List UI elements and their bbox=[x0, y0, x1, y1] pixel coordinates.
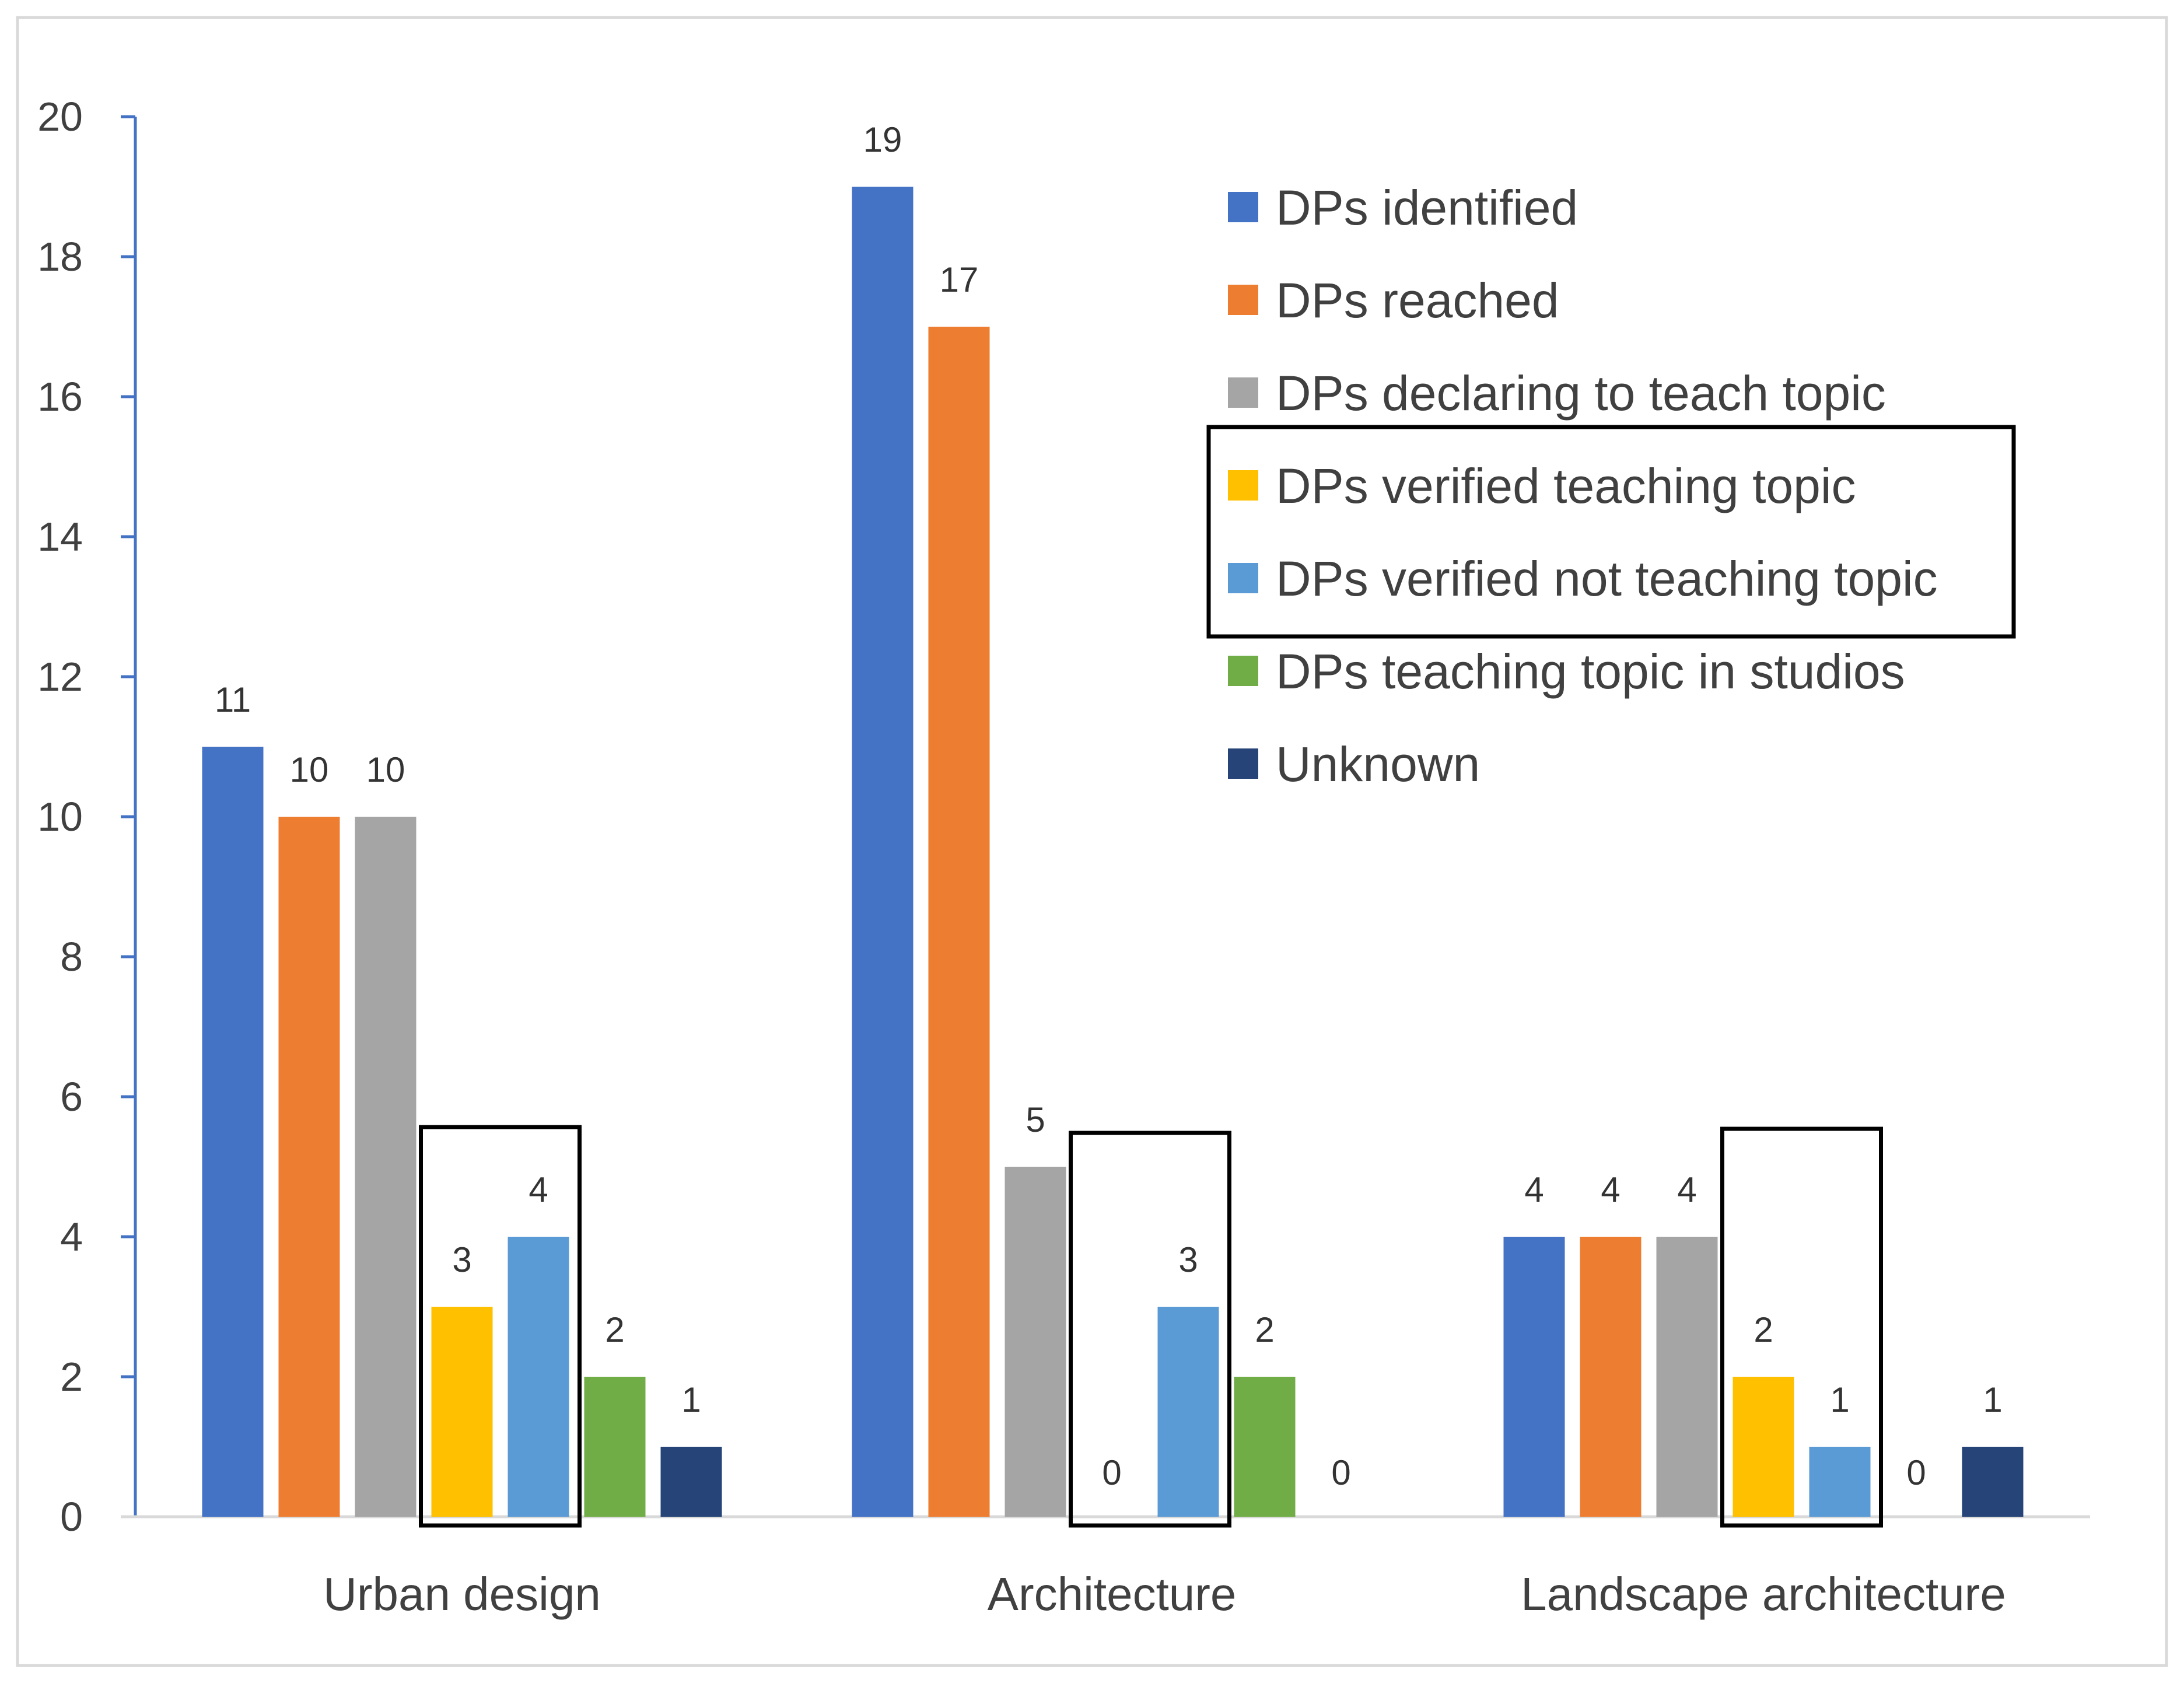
highlight-boxes bbox=[419, 1125, 1883, 1528]
y-tick-label: 8 bbox=[60, 934, 83, 979]
category-label-landscape-architecture: Landscape architecture bbox=[1521, 1568, 2006, 1620]
legend-label: DPs declaring to teach topic bbox=[1276, 366, 1886, 421]
bar-landscape-architecture-dps-identified bbox=[1503, 1237, 1565, 1517]
bar-urban-design-dps-teaching-topic-in-studios bbox=[584, 1377, 646, 1517]
legend: DPs identified DPs reached DPs declaring t… bbox=[1206, 180, 2016, 792]
legend-swatch-unknown bbox=[1228, 748, 1258, 779]
y-tick-label: 2 bbox=[60, 1354, 83, 1399]
bar-architecture-dps-identified bbox=[852, 187, 914, 1517]
y-tick-label: 4 bbox=[60, 1214, 83, 1259]
highlight-box bbox=[1720, 1126, 1883, 1528]
bar-landscape-architecture-dps-verified-teaching-topic bbox=[1732, 1377, 1794, 1517]
data-label: 10 bbox=[290, 750, 329, 789]
category-label-urban-design: Urban design bbox=[323, 1568, 601, 1620]
bar-urban-design-dps-reached bbox=[278, 817, 340, 1517]
bar-architecture-dps-declaring-to-teach-topic bbox=[1005, 1167, 1066, 1517]
data-label: 1 bbox=[1983, 1380, 2002, 1419]
bar-architecture-dps-verified-not-teaching-topic bbox=[1157, 1307, 1219, 1517]
bar-urban-design-dps-declaring-to-teach-topic bbox=[355, 817, 416, 1517]
legend-swatch-dps-teaching-topic-in-studios bbox=[1228, 656, 1258, 686]
bar-landscape-architecture-dps-declaring-to-teach-topic bbox=[1656, 1237, 1718, 1517]
bar-urban-design-unknown bbox=[660, 1447, 722, 1517]
y-tick-label: 6 bbox=[60, 1074, 83, 1119]
bar-urban-design-dps-verified-not-teaching-topic bbox=[508, 1237, 569, 1517]
category-labels: Urban design Architecture Landscape archit… bbox=[323, 1568, 2006, 1620]
bar-urban-design-dps-identified bbox=[202, 747, 264, 1517]
y-tick-label: 0 bbox=[60, 1494, 83, 1539]
legend-swatch-dps-verified-not-teaching-topic bbox=[1228, 563, 1258, 593]
data-label: 5 bbox=[1026, 1100, 1045, 1139]
data-label: 17 bbox=[940, 260, 979, 299]
bar-architecture-dps-reached bbox=[928, 327, 990, 1517]
data-label: 2 bbox=[1255, 1310, 1274, 1349]
y-tick-label: 20 bbox=[37, 94, 83, 139]
data-label: 4 bbox=[1677, 1170, 1696, 1209]
bar-architecture-dps-teaching-topic-in-studios bbox=[1234, 1377, 1296, 1517]
data-label: 10 bbox=[366, 750, 405, 789]
data-label: 1 bbox=[1830, 1380, 1849, 1419]
legend-swatch-dps-reached bbox=[1228, 285, 1258, 315]
data-label: 3 bbox=[1178, 1240, 1198, 1279]
data-label: 0 bbox=[1331, 1453, 1350, 1492]
legend-highlight-box bbox=[1206, 425, 2016, 639]
data-label: 4 bbox=[1601, 1170, 1620, 1209]
y-axis: 0 2 4 6 8 10 12 14 16 18 20 bbox=[37, 94, 137, 1539]
legend-label: DPs reached bbox=[1276, 273, 1559, 328]
category-label-architecture: Architecture bbox=[988, 1568, 1237, 1620]
data-label: 3 bbox=[452, 1240, 471, 1279]
legend-label: DPs verified not teaching topic bbox=[1276, 551, 1938, 606]
y-tick-label: 12 bbox=[37, 654, 83, 699]
data-label: 4 bbox=[1524, 1170, 1544, 1209]
data-label: 0 bbox=[1102, 1453, 1121, 1492]
data-label: 19 bbox=[863, 120, 902, 159]
data-label: 2 bbox=[1754, 1310, 1773, 1349]
y-tick-label: 10 bbox=[37, 794, 83, 839]
y-tick-label: 16 bbox=[37, 374, 83, 419]
y-tick-label: 14 bbox=[37, 514, 83, 559]
legend-label: DPs verified teaching topic bbox=[1276, 459, 1856, 513]
bar-landscape-architecture-dps-reached bbox=[1580, 1237, 1642, 1517]
legend-label: DPs teaching topic in studios bbox=[1276, 644, 1905, 699]
legend-swatch-dps-declaring-to-teach-topic bbox=[1228, 377, 1258, 408]
data-label: 0 bbox=[1906, 1453, 1926, 1492]
bar-landscape-architecture-dps-verified-not-teaching-topic bbox=[1809, 1447, 1871, 1517]
bar-urban-design-dps-verified-teaching-topic bbox=[431, 1307, 493, 1517]
y-tick-label: 18 bbox=[37, 234, 83, 279]
highlight-box bbox=[419, 1125, 582, 1528]
data-label: 4 bbox=[528, 1170, 548, 1209]
highlight-box bbox=[1069, 1131, 1231, 1528]
bars-group bbox=[202, 187, 2024, 1517]
data-label: 1 bbox=[681, 1380, 701, 1419]
bar-landscape-architecture-unknown bbox=[1962, 1447, 2024, 1517]
data-label: 11 bbox=[215, 680, 251, 719]
legend-label: DPs identified bbox=[1276, 180, 1578, 235]
legend-label: Unknown bbox=[1276, 737, 1480, 792]
legend-swatch-dps-verified-teaching-topic bbox=[1228, 470, 1258, 501]
data-label: 2 bbox=[605, 1310, 624, 1349]
legend-swatch-dps-identified bbox=[1228, 192, 1258, 222]
